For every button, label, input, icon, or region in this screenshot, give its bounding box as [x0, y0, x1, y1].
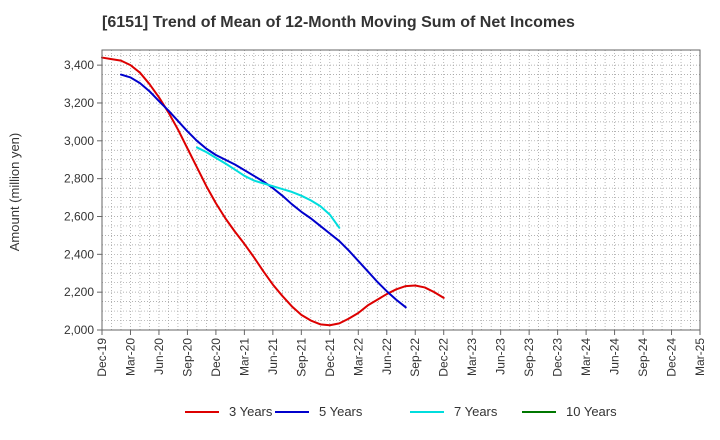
series-line-3-years: [101, 56, 445, 327]
y-tick-label: 3,200: [64, 96, 94, 110]
legend-label: 5 Years: [319, 404, 363, 419]
legend-swatch: [410, 410, 444, 413]
y-tick-label: 3,000: [64, 134, 94, 148]
x-tick-label: Dec-20: [209, 338, 223, 377]
series-line-5-years: [119, 73, 407, 309]
y-tick-label: 2,000: [64, 323, 94, 337]
legend: 3 Years 5 Years 7 Years 10 Years: [0, 404, 720, 426]
plot-frame: [101, 49, 701, 331]
y-tick-label: 2,800: [64, 172, 94, 186]
x-tick-label: Mar-24: [579, 338, 593, 376]
x-tick-label: Dec-21: [323, 338, 337, 377]
series-line-7-years: [195, 146, 341, 229]
x-tick-label: Dec-23: [551, 338, 565, 377]
plot-border: [101, 49, 701, 331]
x-tick-label: Jun-22: [380, 338, 394, 375]
x-tick-label: Mar-20: [123, 338, 137, 376]
chart-title: [6151] Trend of Mean of 12-Month Moving …: [102, 14, 575, 31]
y-tick-label: 2,200: [64, 285, 94, 299]
x-tick-label: Mar-25: [693, 338, 707, 376]
x-tick-label: Dec-22: [437, 338, 451, 377]
x-tick-label: Mar-21: [237, 338, 251, 376]
legend-swatch: [522, 410, 556, 413]
legend-item-10-years: 10 Years: [522, 404, 617, 419]
legend-item-3-years: 3 Years: [185, 404, 272, 419]
x-tick-label: Jun-21: [266, 338, 280, 375]
y-tick-label: 3,400: [64, 58, 94, 72]
legend-item-7-years: 7 Years: [410, 404, 497, 419]
x-axis: Dec-19 Mar-20 Jun-20 Sep-20 Dec-20 Mar-21 Jun-…: [95, 330, 707, 377]
x-tick-label: Sep-20: [180, 338, 194, 377]
x-tick-label: Mar-23: [465, 338, 479, 376]
x-tick-label: Jun-20: [152, 338, 166, 375]
x-tick-label: Sep-22: [408, 338, 422, 377]
legend-item-5-years: 5 Years: [275, 404, 362, 419]
x-tick-label: Jun-23: [494, 338, 508, 375]
x-tick-label: Sep-24: [636, 338, 650, 377]
x-tick-label: Mar-22: [351, 338, 365, 376]
y-axis: 2,000 2,200 2,400 2,600 2,800 3,000 3,200 3,400: [64, 58, 102, 337]
y-axis-title: Amount (million yen): [7, 133, 22, 252]
y-tick-label: 2,400: [64, 247, 94, 261]
x-tick-label: Sep-21: [294, 338, 308, 377]
legend-swatch: [275, 410, 309, 413]
x-tick-label: Jun-24: [608, 338, 622, 375]
legend-swatch: [185, 410, 219, 413]
x-tick-label: Dec-24: [665, 338, 679, 377]
x-tick-label: Dec-19: [95, 338, 109, 377]
x-tick-label: Sep-23: [522, 338, 536, 377]
series-layer: [101, 56, 445, 327]
legend-label: 3 Years: [229, 404, 273, 419]
legend-label: 10 Years: [566, 404, 617, 419]
y-tick-label: 2,600: [64, 209, 94, 223]
legend-label: 7 Years: [454, 404, 498, 419]
